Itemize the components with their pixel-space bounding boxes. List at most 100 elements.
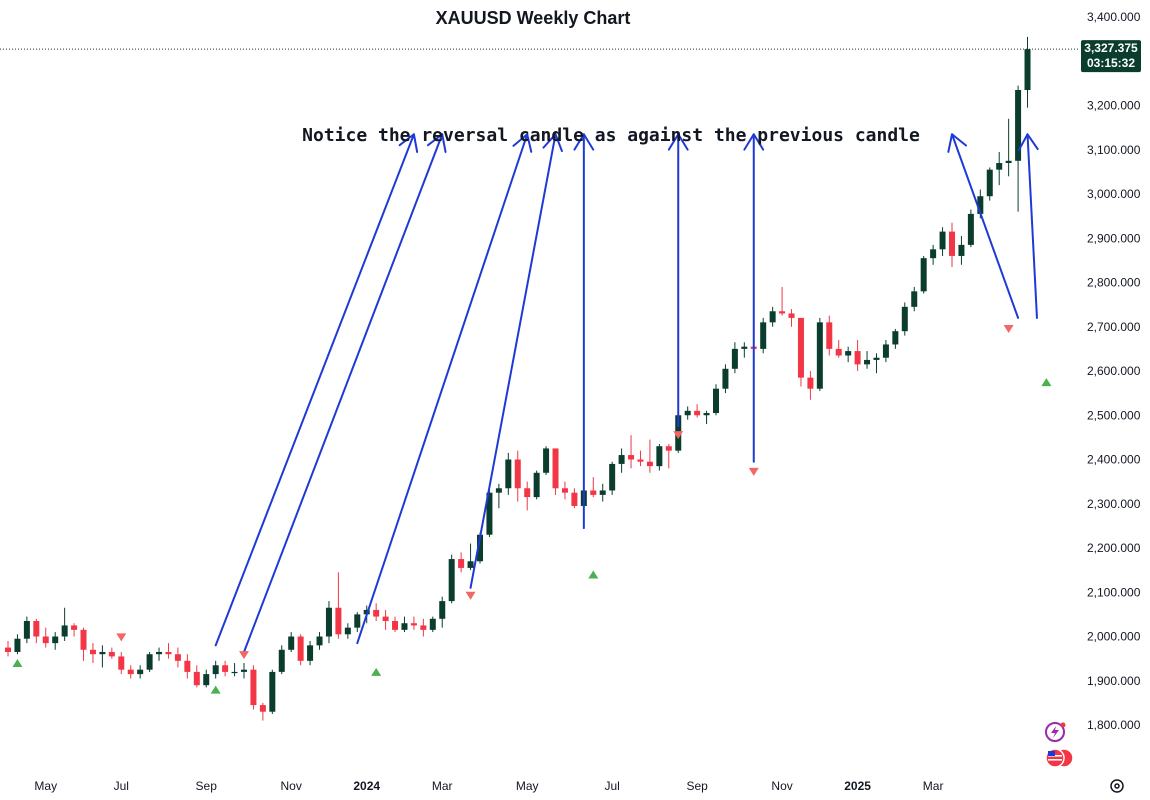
price-axis[interactable]: 3,400.0003,300.0003,200.0003,100.0003,00… (1087, 10, 1141, 732)
us-flag-currency-icon[interactable] (1045, 748, 1074, 768)
y-tick-label: 1,800.000 (1087, 718, 1141, 732)
y-tick-label: 2,700.000 (1087, 320, 1141, 334)
time-axis[interactable]: May Jul Sep Nov 2024 Mar May Jul Sep Nov 2025 Mar (34, 779, 943, 793)
candle (845, 346, 852, 363)
plot-area[interactable] (5, 36, 1031, 721)
candle (71, 623, 78, 637)
candle (448, 554, 455, 604)
candle (524, 481, 531, 511)
candle (958, 236, 965, 265)
candle (543, 446, 550, 475)
candle (5, 640, 11, 657)
candle-body (524, 488, 531, 498)
annotation-arrow (947, 133, 1020, 319)
sell-signal-marker (1003, 324, 1014, 333)
arrow-head (398, 133, 419, 153)
candle (665, 444, 672, 469)
candle-body (278, 649, 285, 672)
candle-body (429, 618, 436, 630)
candle-body (911, 291, 918, 307)
candle-body (467, 561, 474, 568)
x-tick-label: 2025 (844, 779, 871, 793)
x-tick-label: Sep (196, 779, 218, 793)
candle-body (590, 490, 597, 495)
candle-body (392, 621, 399, 630)
candle (949, 222, 955, 268)
annotation-arrow (573, 133, 595, 530)
candle (892, 328, 899, 349)
candle-body (514, 459, 521, 489)
y-tick-label: 2,500.000 (1087, 408, 1141, 422)
candle (911, 286, 918, 312)
candle (495, 483, 502, 509)
x-tick-label: Nov (771, 779, 792, 793)
arrow-head (743, 133, 765, 151)
candle (618, 448, 625, 473)
candle (967, 209, 974, 248)
candle (241, 663, 247, 679)
candle-body (118, 656, 125, 670)
buy-signal-marker (1041, 378, 1052, 387)
candle (259, 702, 266, 721)
x-tick-label: Jul (114, 779, 129, 793)
candle-body (930, 249, 937, 259)
candle (401, 616, 408, 633)
candle-body (184, 660, 191, 672)
candle (146, 651, 153, 672)
candle-body (731, 348, 738, 369)
candle-body (344, 627, 351, 635)
candle (571, 488, 578, 509)
candle (325, 601, 332, 644)
candle-body (325, 607, 332, 637)
candle (514, 450, 521, 502)
candle-body (42, 636, 49, 644)
candle (741, 342, 748, 358)
candle-body (288, 636, 295, 650)
candle (694, 404, 701, 418)
candle (760, 317, 767, 354)
candle (628, 435, 635, 469)
arrow-shaft (356, 133, 529, 645)
buy-signal-marker (210, 685, 221, 694)
candle-body (637, 459, 644, 462)
candle-body (599, 490, 606, 495)
y-tick-label: 2,800.000 (1087, 276, 1141, 290)
candle (307, 640, 314, 666)
alert-flash-icon[interactable] (1045, 722, 1066, 742)
candle (590, 477, 597, 498)
y-tick-label: 2,200.000 (1087, 541, 1141, 555)
candle (458, 552, 465, 573)
x-tick-label: Jul (604, 779, 619, 793)
candle-body (760, 322, 767, 349)
candle (23, 616, 30, 644)
candle-body (486, 492, 493, 535)
candle-body (108, 651, 115, 657)
candle-body (713, 388, 719, 414)
candle (939, 227, 946, 256)
candle-body (146, 654, 153, 670)
candle-body (609, 463, 616, 491)
candle-body (920, 258, 927, 292)
candle-body (297, 636, 304, 661)
candle (33, 618, 40, 644)
candle (656, 444, 663, 471)
candle (392, 616, 399, 633)
candle-body (99, 651, 106, 655)
candle-body (335, 607, 342, 635)
candle (80, 627, 87, 661)
candle-body (212, 665, 219, 675)
candle (1024, 36, 1031, 108)
x-tick-label: Mar (432, 779, 453, 793)
arrow-head (426, 133, 447, 153)
signal-markers (12, 324, 1052, 694)
candle-body (835, 348, 842, 356)
candle-body (250, 669, 257, 706)
settings-gear-icon[interactable] (1110, 779, 1124, 793)
candle-body (1015, 90, 1022, 161)
candle (269, 669, 276, 714)
candle-body (769, 311, 776, 323)
candle-body (495, 488, 502, 493)
candle (930, 244, 937, 265)
candle (137, 665, 144, 679)
